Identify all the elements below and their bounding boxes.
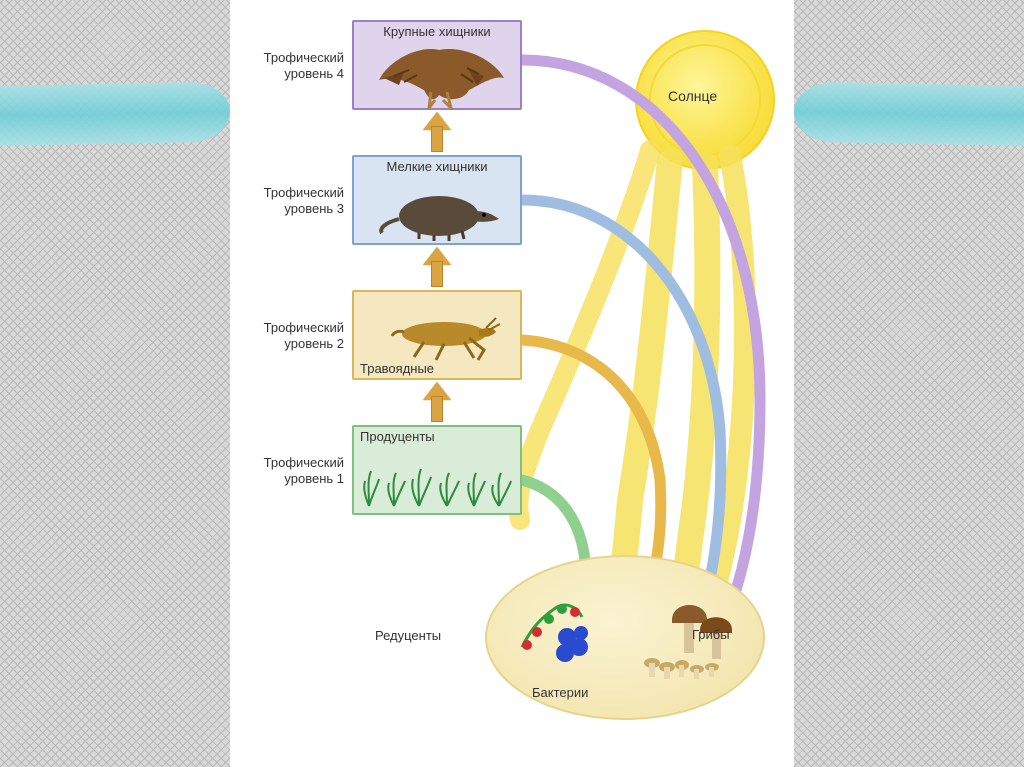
grasshopper-icon xyxy=(374,302,504,362)
decomposers-oval: Бактерии Грибы xyxy=(485,555,765,720)
decomposers-label: Редуценты xyxy=(375,628,441,643)
decorative-swoosh-right xyxy=(794,82,1024,147)
sun-ray xyxy=(518,150,650,520)
up-arrow-1to2 xyxy=(423,382,451,422)
side-label-level2: Трофический уровень 2 xyxy=(234,320,344,351)
up-arrow-3to4 xyxy=(423,112,451,152)
fungi-label: Грибы xyxy=(692,627,730,642)
trophic-box-level4: Крупные хищники xyxy=(352,20,522,110)
box-title-level3: Мелкие хищники xyxy=(354,159,520,174)
trophic-box-level2: Травоядные xyxy=(352,290,522,380)
side-label-level3: Трофический уровень 3 xyxy=(234,185,344,216)
sun-label: Солнце xyxy=(668,88,717,104)
shrew-icon xyxy=(374,181,504,241)
decorative-swoosh-left xyxy=(0,82,230,147)
hawk-icon xyxy=(369,40,509,110)
bacteria-label: Бактерии xyxy=(532,685,588,700)
box-title-level2: Травоядные xyxy=(360,361,434,376)
plants-icon xyxy=(359,451,519,511)
sun-ray xyxy=(620,160,670,620)
trophic-box-level3: Мелкие хищники xyxy=(352,155,522,245)
fungi-icon xyxy=(622,575,752,695)
side-label-level1: Трофический уровень 1 xyxy=(234,455,344,486)
side-label-level4: Трофический уровень 4 xyxy=(234,50,344,81)
trophic-box-level1: Продуценты xyxy=(352,425,522,515)
box-title-level1: Продуценты xyxy=(360,429,520,444)
up-arrow-2to3 xyxy=(423,247,451,287)
diagram-canvas: Солнце xyxy=(230,0,794,767)
bacteria-icon xyxy=(507,577,617,677)
box-title-level4: Крупные хищники xyxy=(354,24,520,39)
